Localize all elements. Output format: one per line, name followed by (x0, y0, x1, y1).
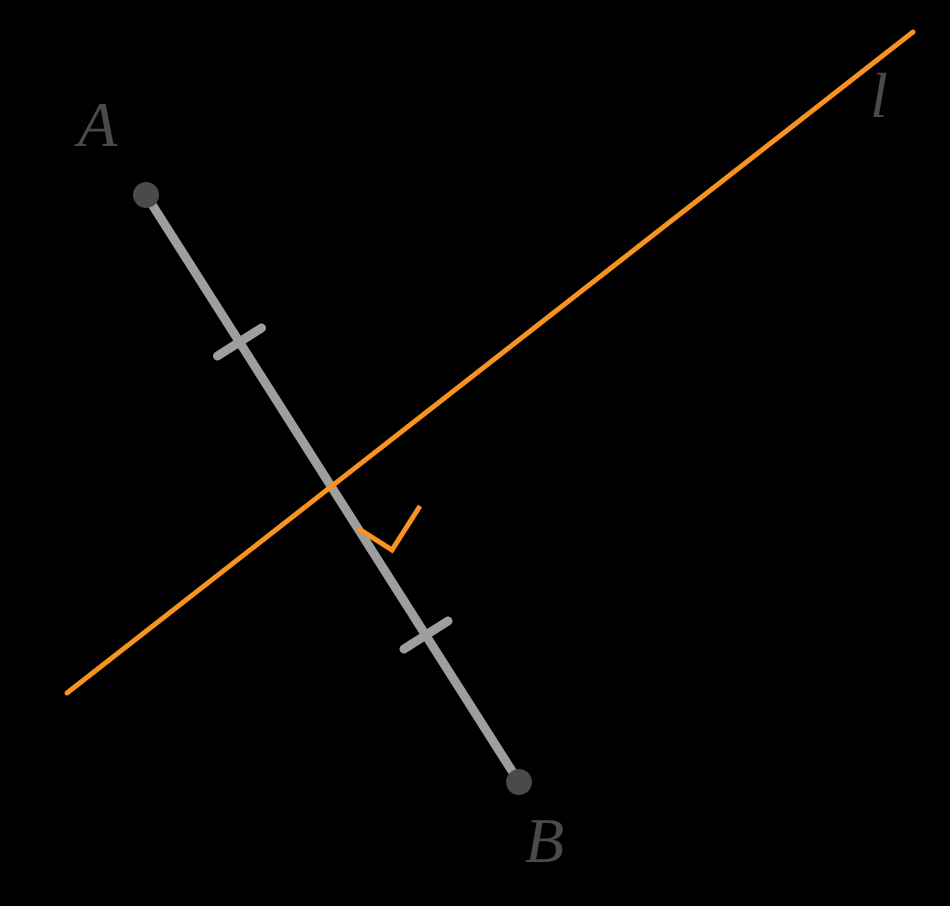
perpendicular-bisector-diagram: A B l (0, 0, 950, 906)
point-b (506, 769, 532, 795)
line-l (67, 32, 913, 693)
label-b: B (525, 805, 564, 876)
tick-mark-1 (218, 328, 262, 356)
point-a (133, 182, 159, 208)
label-a: A (74, 89, 118, 160)
tick-mark-2 (404, 621, 448, 649)
label-l: l (870, 60, 888, 131)
